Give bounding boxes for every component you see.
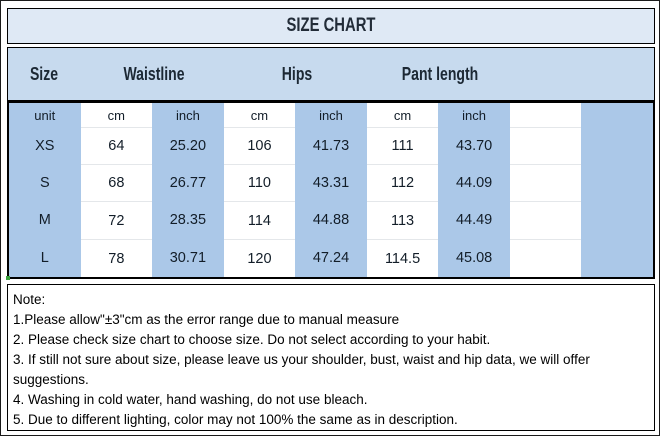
note-item-5: 5. Due to different lighting, color may … [13,412,458,427]
value-cell: 44.09 [438,164,510,201]
notes-section: Note: 1.Please allow"±3"cm as the error … [7,284,655,431]
value-cell: 44.88 [295,201,367,239]
size-cell: M [9,201,81,239]
table-row-xs: XS 64 25.20 106 41.73 111 43.70 [9,127,653,164]
value-cell: 106 [223,127,296,164]
value-cell: 28.35 [152,201,224,239]
table-row-m: M 72 28.35 114 44.88 113 44.49 [9,201,653,239]
unit-cell: inch [152,103,224,127]
size-cell: XS [9,127,81,164]
empty-cell [581,201,653,239]
note-item-2: 2. Please check size chart to choose siz… [13,332,491,347]
notes-heading: Note: [13,292,46,307]
value-cell: 44.49 [438,201,510,239]
value-cell: 47.24 [295,239,367,277]
header-hips: Hips [281,63,313,84]
value-cell: 114.5 [366,239,439,277]
value-cell: 78 [80,239,153,277]
empty-cell [581,239,653,277]
header-waistline: Waistline [123,63,185,84]
empty-cell [509,239,582,277]
value-cell: 45.08 [438,239,510,277]
value-cell: 111 [366,127,439,164]
table-row-s: S 68 26.77 110 43.31 112 44.09 [9,164,653,201]
unit-label-cell: unit [9,103,81,127]
note-item-3: 3. If still not sure about size, please … [13,352,590,387]
unit-cell: inch [438,103,510,127]
value-cell: 64 [80,127,153,164]
empty-cell [509,164,582,201]
page-title: SIZE CHART [286,15,376,36]
value-cell: 68 [80,164,153,201]
value-cell: 110 [223,164,296,201]
value-cell: 112 [366,164,439,201]
empty-cell [509,103,582,127]
empty-cell [509,127,582,164]
value-cell: 30.71 [152,239,224,277]
value-cell: 120 [223,239,296,277]
unit-cell: cm [223,103,296,127]
value-cell: 113 [366,201,439,239]
header-size: Size [29,63,59,84]
empty-cell [509,201,582,239]
header-pant-length: Pant length [401,63,479,84]
note-item-4: 4. Washing in cold water, hand washing, … [13,392,368,407]
table-header-row: Size Waistline Hips Pant length [7,47,655,101]
value-cell: 43.31 [295,164,367,201]
value-cell: 26.77 [152,164,224,201]
table-row-l: L 78 30.71 120 47.24 114.5 45.08 [9,239,653,277]
size-cell: S [9,164,81,201]
unit-row: unit cm inch cm inch cm inch [9,103,653,127]
value-cell: 41.73 [295,127,367,164]
value-cell: 25.20 [152,127,224,164]
unit-cell: cm [366,103,439,127]
value-cell: 72 [80,201,153,239]
value-cell: 114 [223,201,296,239]
unit-cell: inch [295,103,367,127]
empty-cell [581,103,653,127]
size-cell: L [9,239,81,277]
empty-cell [581,127,653,164]
size-table-body: unit cm inch cm inch cm inch XS 64 25.20… [7,101,655,279]
note-item-1: 1.Please allow"±3"cm as the error range … [13,312,400,327]
value-cell: 43.70 [438,127,510,164]
green-pixel-artifact [6,276,10,280]
title-bar: SIZE CHART [7,8,655,44]
empty-cell [581,164,653,201]
unit-cell: cm [80,103,153,127]
